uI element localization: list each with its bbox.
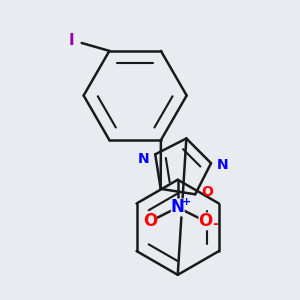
- Text: +: +: [182, 196, 191, 206]
- Text: O: O: [143, 212, 157, 230]
- Text: N: N: [137, 152, 149, 166]
- Text: -: -: [212, 217, 218, 231]
- Text: O: O: [201, 185, 213, 199]
- Text: O: O: [198, 212, 213, 230]
- Text: I: I: [69, 34, 74, 49]
- Text: N: N: [217, 158, 229, 172]
- Text: N: N: [171, 199, 185, 217]
